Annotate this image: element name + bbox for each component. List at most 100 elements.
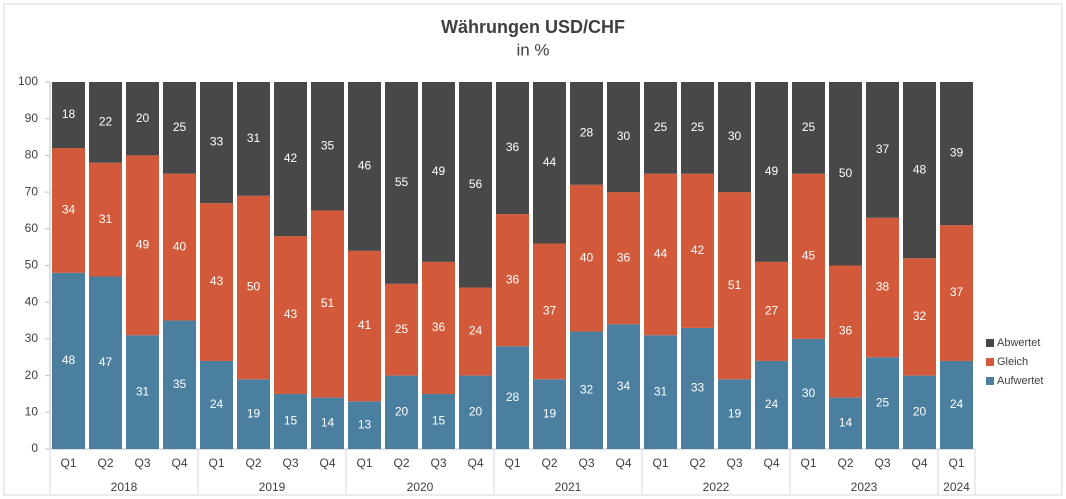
bar-segment <box>755 360 788 449</box>
y-tick-label: 0 <box>31 441 38 455</box>
y-tick-label: 90 <box>25 111 39 125</box>
data-label: 49 <box>432 164 446 178</box>
bar-segment <box>459 375 492 449</box>
x-tick-label: Q2 <box>541 456 557 470</box>
data-label: 25 <box>802 120 816 134</box>
data-label: 46 <box>358 159 372 173</box>
chart-title: Währungen USD/CHF <box>441 17 625 37</box>
bar-segment <box>237 379 270 449</box>
x-tick-label: Q4 <box>467 456 483 470</box>
data-label: 19 <box>247 406 261 420</box>
data-label: 24 <box>210 397 224 411</box>
bar-segment <box>52 272 85 449</box>
data-label: 24 <box>469 324 483 338</box>
data-label: 28 <box>580 126 594 140</box>
bar-segment <box>718 82 751 193</box>
bar-segment <box>866 357 899 449</box>
data-label: 49 <box>765 164 779 178</box>
data-label: 20 <box>469 404 483 418</box>
bar-segment <box>792 82 825 174</box>
legend-label: Gleich <box>997 356 1028 368</box>
bar-segment <box>866 217 899 358</box>
x-tick-label: Q4 <box>319 456 335 470</box>
data-label: 31 <box>654 384 668 398</box>
y-tick-label: 10 <box>25 404 39 418</box>
data-label: 35 <box>321 138 335 152</box>
data-label: 15 <box>284 414 298 428</box>
data-label: 50 <box>839 166 853 180</box>
bar-segment <box>792 338 825 449</box>
bar-segment <box>496 346 529 449</box>
bar-segment <box>126 82 159 156</box>
bar-segment <box>89 162 122 277</box>
data-label: 43 <box>284 307 298 321</box>
bar-segment <box>89 276 122 449</box>
bar-segment <box>829 397 862 449</box>
y-tick-label: 100 <box>18 74 38 88</box>
data-label: 39 <box>950 146 964 160</box>
bar-segment <box>200 203 233 361</box>
x-tick-label: Q1 <box>208 456 224 470</box>
data-label: 45 <box>802 248 816 262</box>
data-label: 51 <box>728 278 742 292</box>
bar-segment <box>644 173 677 336</box>
x-tick-label: Q4 <box>171 456 187 470</box>
bar-segment <box>533 82 566 244</box>
year-label: 2019 <box>259 480 286 494</box>
legend-swatch <box>986 358 994 366</box>
legend-label: Abwertet <box>997 337 1040 349</box>
year-label: 2024 <box>943 480 970 494</box>
x-tick-label: Q1 <box>948 456 964 470</box>
data-label: 47 <box>99 355 113 369</box>
bar-segment <box>903 258 936 376</box>
data-label: 36 <box>839 324 853 338</box>
data-label: 25 <box>691 120 705 134</box>
x-tick-label: Q3 <box>282 456 298 470</box>
data-label: 27 <box>765 304 779 318</box>
bar-segment <box>126 335 159 449</box>
data-label: 36 <box>432 320 446 334</box>
data-label: 33 <box>691 381 705 395</box>
bar-segment <box>52 82 85 149</box>
x-tick-label: Q3 <box>430 456 446 470</box>
data-label: 22 <box>99 115 113 129</box>
data-label: 20 <box>395 404 409 418</box>
data-label: 36 <box>617 250 631 264</box>
data-label: 30 <box>802 386 816 400</box>
x-tick-label: Q1 <box>60 456 76 470</box>
data-label: 31 <box>247 131 261 145</box>
legend-swatch <box>986 339 994 347</box>
y-tick-label: 80 <box>25 148 39 162</box>
bar-segment <box>903 375 936 449</box>
data-label: 28 <box>506 390 520 404</box>
x-tick-label: Q3 <box>874 456 890 470</box>
data-label: 24 <box>765 397 779 411</box>
data-label: 44 <box>654 247 668 261</box>
x-tick-label: Q2 <box>245 456 261 470</box>
bar-segment <box>348 82 381 251</box>
bar-segment <box>348 401 381 449</box>
x-tick-label: Q2 <box>689 456 705 470</box>
data-label: 25 <box>654 120 668 134</box>
data-label: 41 <box>358 318 372 332</box>
data-label: 33 <box>210 135 224 149</box>
x-tick-label: Q1 <box>356 456 372 470</box>
data-label: 49 <box>136 237 150 251</box>
x-tick-label: Q4 <box>911 456 927 470</box>
y-tick-label: 20 <box>25 368 39 382</box>
bar-segment <box>496 214 529 347</box>
bar-segment <box>385 82 418 284</box>
bar-segment <box>681 173 714 328</box>
y-tick-label: 60 <box>25 221 39 235</box>
data-label: 30 <box>617 129 631 143</box>
data-label: 18 <box>62 107 76 121</box>
data-label: 31 <box>99 212 113 226</box>
bar-segment <box>866 82 899 218</box>
bar-segment <box>644 335 677 449</box>
x-tick-label: Q2 <box>393 456 409 470</box>
data-label: 37 <box>543 304 557 318</box>
bar-segment <box>274 393 307 449</box>
bar-segment <box>607 82 640 193</box>
data-label: 56 <box>469 177 483 191</box>
data-label: 51 <box>321 296 335 310</box>
